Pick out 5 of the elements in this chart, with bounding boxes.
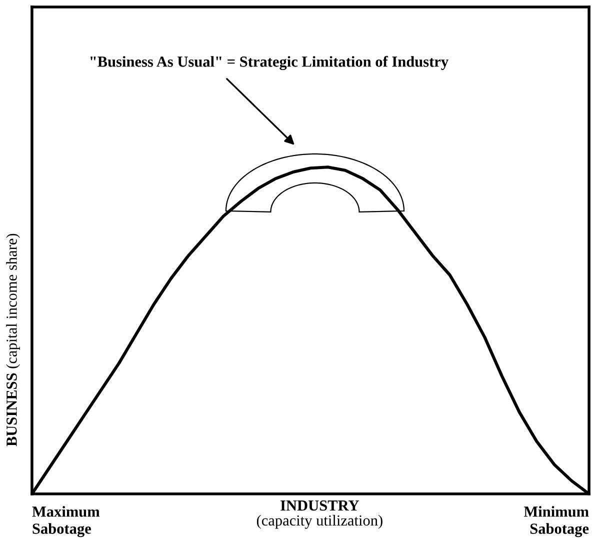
text: Maximum Sabotage	[32, 506, 100, 538]
text: Minimum Sabotage	[524, 506, 589, 538]
x-axis-title: INDUSTRY (capacity utilization)	[256, 500, 382, 529]
y-axis-title: BUSINESS (capital income share)	[6, 234, 20, 446]
text: "Business As Usual" = Strategic Limitation of Industry	[90, 56, 448, 70]
